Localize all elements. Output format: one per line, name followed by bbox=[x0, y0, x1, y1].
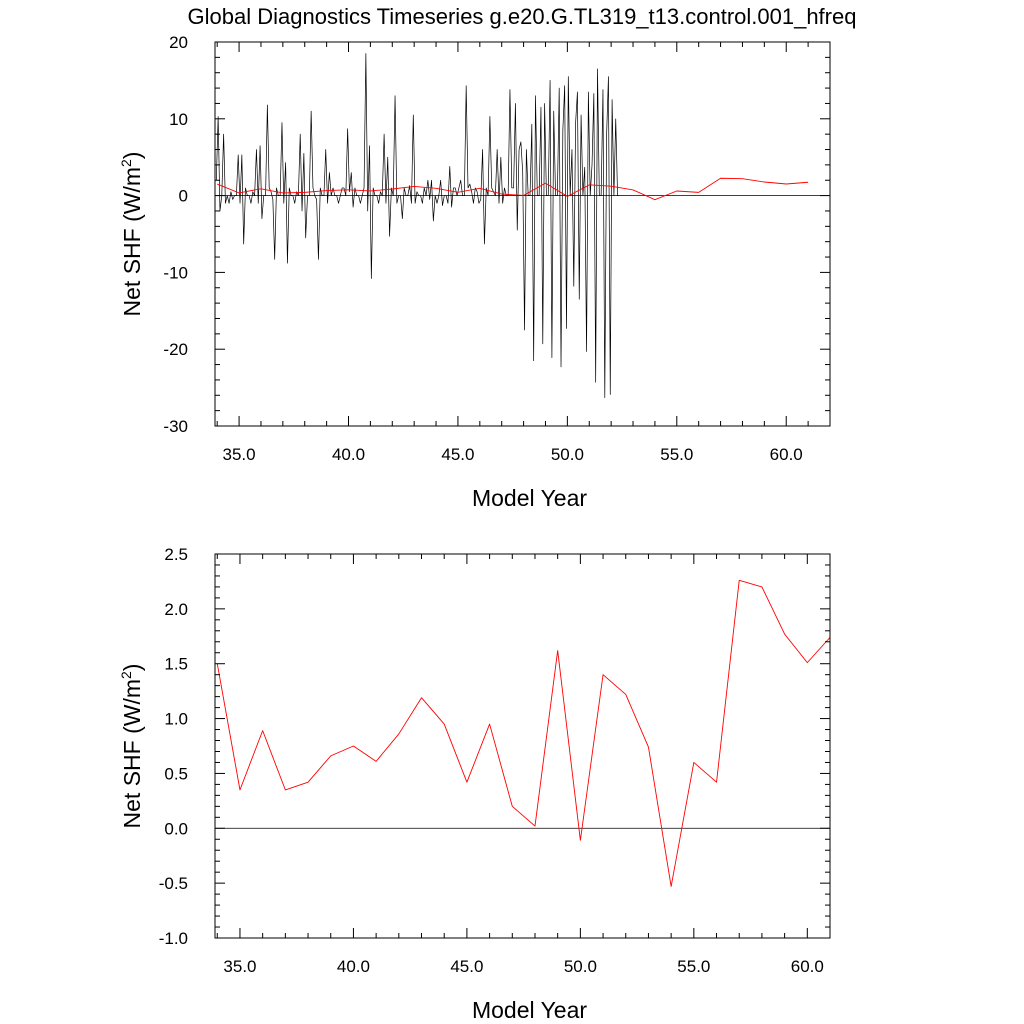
top-y-tick-label: 10 bbox=[169, 110, 188, 129]
top-y-tick-label: -30 bbox=[163, 417, 188, 436]
bottom-x-tick-label: 50.0 bbox=[564, 957, 597, 976]
top-x-tick-label: 35.0 bbox=[223, 445, 256, 464]
bottom-y-tick-label: 2.0 bbox=[164, 600, 188, 619]
top-series-line-monthly bbox=[215, 53, 620, 398]
top-series-line-annual-mean bbox=[217, 177, 809, 201]
top-x-tick-label: 60.0 bbox=[770, 445, 803, 464]
bottom-y-axis-label: Net SHF (W/m2) bbox=[118, 664, 145, 829]
top-x-tick-label: 50.0 bbox=[551, 445, 584, 464]
bottom-y-tick-label: 0.5 bbox=[164, 764, 188, 783]
bottom-plot-frame bbox=[214, 553, 831, 939]
bottom-series-line-annual-mean bbox=[216, 579, 830, 887]
bottom-y-tick-label: -0.5 bbox=[159, 874, 188, 893]
bottom-y-tick-label: -1.0 bbox=[159, 929, 188, 948]
top-y-axis-label-superscript: 2 bbox=[118, 159, 134, 167]
bottom-x-tick-label: 35.0 bbox=[223, 957, 256, 976]
bottom-y-axis-label-close: ) bbox=[119, 664, 145, 672]
top-plot-frame bbox=[214, 41, 831, 427]
bottom-y-axis-label-main: Net SHF (W/m bbox=[119, 679, 145, 829]
bottom-annual-mean-panel: Model Year Net SHF (W/m2) 35.0 40.0 45.0 50… bbox=[118, 545, 831, 1023]
bottom-y-tick-label: 1.0 bbox=[164, 710, 188, 729]
top-y-tick-label: -20 bbox=[163, 340, 188, 359]
top-y-tick-label: -10 bbox=[163, 263, 188, 282]
top-x-tick-label: 40.0 bbox=[332, 445, 365, 464]
figure-title: Global Diagnostics Timeseries g.e20.G.TL… bbox=[188, 4, 857, 29]
top-x-tick-label: 45.0 bbox=[441, 445, 474, 464]
bottom-x-tick-label: 55.0 bbox=[677, 957, 710, 976]
bottom-x-tick-label: 60.0 bbox=[791, 957, 824, 976]
bottom-x-tick-label: 40.0 bbox=[337, 957, 370, 976]
bottom-x-tick-label: 45.0 bbox=[450, 957, 483, 976]
bottom-x-axis-label: Model Year bbox=[472, 997, 587, 1023]
top-y-axis-label-main: Net SHF (W/m bbox=[119, 167, 145, 317]
top-y-axis-label-close: ) bbox=[119, 152, 145, 160]
bottom-y-axis-label-superscript: 2 bbox=[118, 671, 134, 679]
bottom-y-tick-label: 1.5 bbox=[164, 655, 188, 674]
top-timeseries-panel: Model Year Net SHF (W/m2) 35.0 40.0 45.0 50… bbox=[118, 33, 831, 511]
bottom-y-tick-label: 2.5 bbox=[164, 545, 188, 564]
top-y-axis-label: Net SHF (W/m2) bbox=[118, 152, 145, 317]
bottom-y-tick-label: 0.0 bbox=[164, 819, 188, 838]
top-x-axis-label: Model Year bbox=[472, 485, 587, 511]
top-y-tick-label: 0 bbox=[179, 187, 188, 206]
top-y-tick-label: 20 bbox=[169, 33, 188, 52]
top-x-tick-label: 55.0 bbox=[660, 445, 693, 464]
